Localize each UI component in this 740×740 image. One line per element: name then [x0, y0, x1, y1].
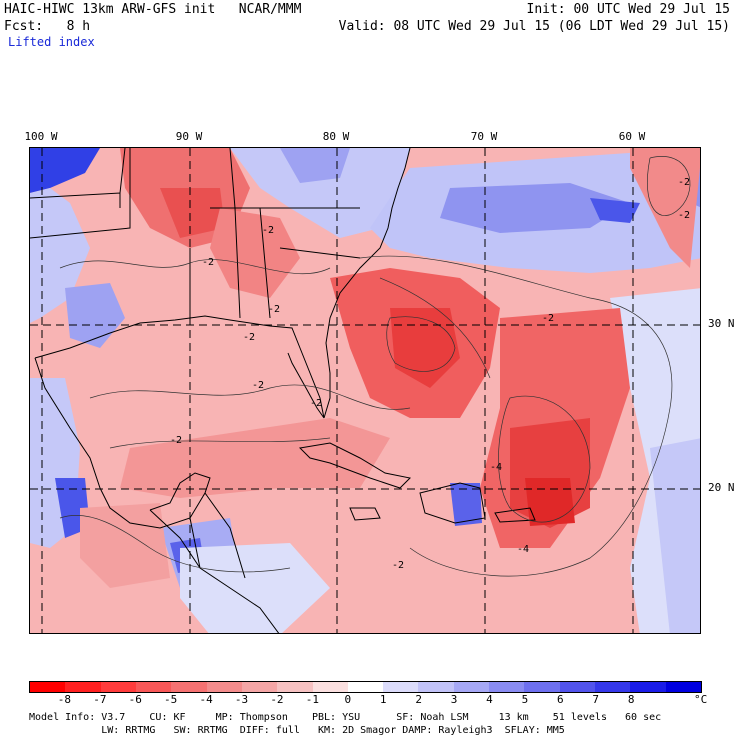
colorbar-tick-label: 2 — [415, 693, 422, 706]
colorbar-tick-label: -2 — [270, 693, 284, 706]
contour-label: -2 — [392, 560, 404, 571]
colorbar-tick-label: 3 — [450, 693, 458, 706]
contour-label: -2 — [202, 257, 214, 268]
colorbar-segment — [524, 682, 560, 692]
contour-label: -2 — [252, 380, 264, 391]
colorbar — [29, 681, 702, 693]
coastlines — [30, 148, 536, 633]
forecast-hour: Fcst: 8 h — [4, 19, 91, 34]
colorbar-segment — [277, 682, 313, 692]
lon-label-70w: 70 W — [470, 130, 498, 143]
footer-line-2: LW: RRTMG SW: RRTMG DIFF: full KM: 2D Sm… — [29, 725, 565, 736]
colorbar-segment — [665, 682, 701, 692]
colorbar-segment — [489, 682, 525, 692]
lat-label-30n: 30 N — [708, 317, 735, 330]
colorbar-tick-label: 0 — [344, 693, 352, 706]
colorbar-segment — [383, 682, 419, 692]
colorbar-tick-label: -5 — [164, 693, 178, 706]
lon-label-100w: 100 W — [24, 130, 58, 143]
colorbar-tick-label: 5 — [521, 693, 529, 706]
lon-label-90w: 90 W — [175, 130, 203, 143]
footer-line-1: Model Info: V3.7 CU: KF MP: Thompson PBL… — [29, 712, 662, 723]
field-name: Lifted index — [8, 35, 95, 49]
colorbar-segment — [206, 682, 242, 692]
contour-label: -2 — [268, 304, 280, 315]
contour-label: -2 — [678, 210, 690, 221]
contour-labels: -2 -2 -2 -2 -2 -2 -2 -2 -2 -2 -2 -4 -4 — [170, 177, 690, 571]
colorbar-tick-label: -7 — [93, 693, 107, 706]
colorbar-tick-label: 8 — [627, 693, 635, 706]
colorbar-tick-label: 4 — [486, 693, 493, 706]
lat-lon-grid — [30, 148, 700, 633]
colorbar-tick-label: -4 — [199, 693, 213, 706]
colorbar-tick-label: -6 — [128, 693, 142, 706]
colorbar-segment — [100, 682, 136, 692]
lifted-index-map: -2 -2 -2 -2 -2 -2 -2 -2 -2 -2 -2 -4 -4 — [29, 147, 701, 634]
colorbar-segment — [171, 682, 207, 692]
colorbar-segment — [30, 682, 66, 692]
contour-label: -2 — [262, 225, 274, 236]
colorbar-segment — [347, 682, 384, 692]
colorbar-unit: °C — [694, 693, 708, 706]
valid-time: Valid: 08 UTC Wed 29 Jul 15 (06 LDT Wed … — [338, 19, 730, 34]
contour-label: -4 — [490, 462, 502, 473]
colorbar-segment — [559, 682, 595, 692]
colorbar-segment — [418, 682, 454, 692]
colorbar-segment — [135, 682, 172, 692]
colorbar-segment — [630, 682, 666, 692]
colorbar-segment — [453, 682, 490, 692]
colorbar-tick-label: 1 — [379, 693, 387, 706]
contour-label: -2 — [170, 435, 182, 446]
title-line: HAIC-HIWC 13km ARW-GFS init NCAR/MMM — [4, 2, 302, 17]
contour-label: -2 — [310, 398, 322, 409]
lon-label-80w: 80 W — [322, 130, 350, 143]
contour-label: -2 — [243, 332, 255, 343]
colorbar-tick-label: 7 — [592, 693, 600, 706]
colorbar-tick-label: -1 — [305, 693, 319, 706]
colorbar-segment — [241, 682, 278, 692]
contour-label: -4 — [517, 544, 529, 555]
colorbar-tick-label: -8 — [57, 693, 72, 706]
init-time: Init: 00 UTC Wed 29 Jul 15 — [526, 2, 731, 17]
colorbar-tick-label: -3 — [234, 693, 249, 706]
lon-label-60w: 60 W — [618, 130, 646, 143]
contour-label: -2 — [542, 313, 554, 324]
colorbar-segment — [595, 682, 631, 692]
colorbar-segment — [312, 682, 348, 692]
lat-label-20n: 20 N — [708, 481, 735, 494]
colorbar-tick-label: 6 — [557, 693, 564, 706]
contour-label: -2 — [678, 177, 690, 188]
positive-regions — [30, 148, 700, 633]
colorbar-segment — [65, 682, 101, 692]
